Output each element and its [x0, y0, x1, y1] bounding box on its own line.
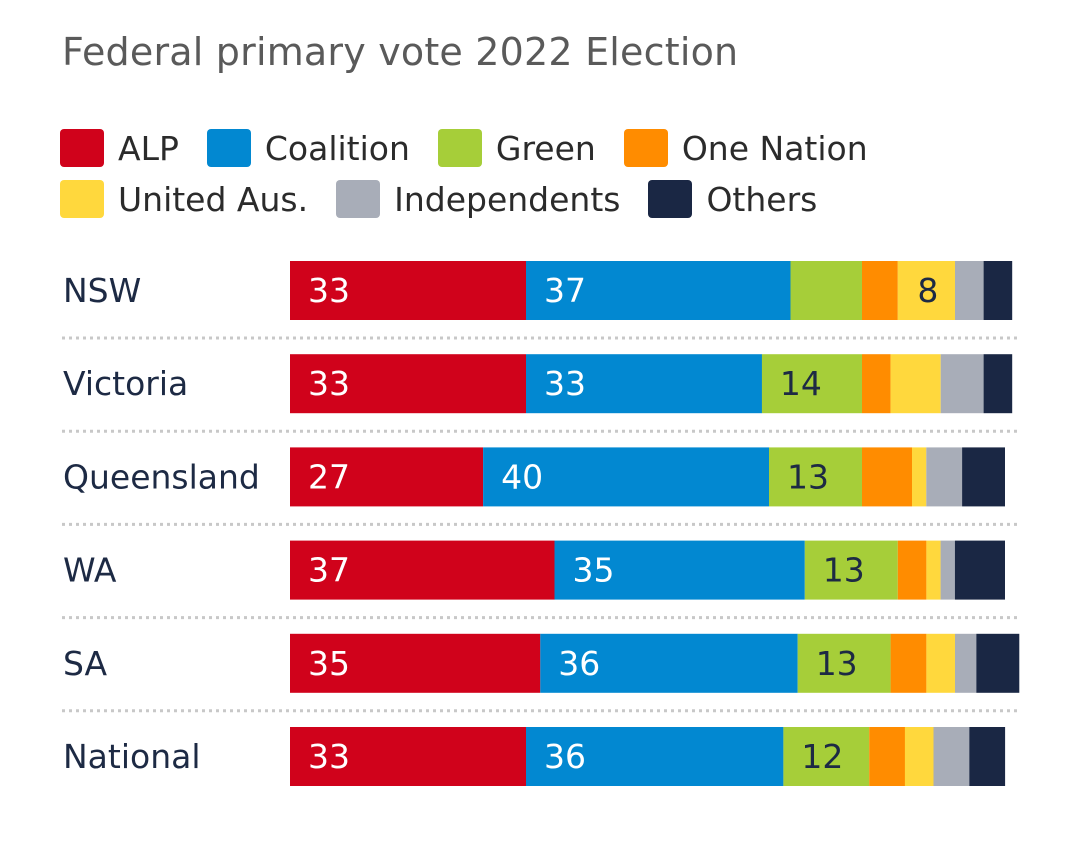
legend-item-independents: Independents: [336, 180, 620, 219]
bar-segment-sa-alp: [290, 633, 541, 693]
bar-segment-national-independents: [933, 727, 970, 786]
row-label-victoria: Victoria: [63, 364, 188, 403]
row-label-national: National: [63, 737, 201, 776]
bar-segment-nsw-independents: [955, 261, 984, 320]
bar-segment-victoria-one-nation: [862, 354, 891, 414]
legend-label-united-aus: United Aus.: [118, 179, 309, 219]
legend-item-others: Others: [648, 180, 817, 219]
legend-row-2: United Aus. Independents Others: [60, 179, 1060, 219]
value-label-national-green: 12: [801, 737, 843, 776]
legend-swatch-alp: [60, 129, 104, 167]
bar-segment-nsw-green: [790, 261, 862, 320]
legend-row-1: ALP Coalition Green One Nation: [60, 128, 1060, 168]
bar-segment-nsw-one-nation: [862, 261, 898, 320]
bar-segment-wa-one-nation: [897, 540, 927, 600]
value-label-wa-coalition: 35: [573, 551, 615, 590]
value-label-national-coalition: 36: [544, 737, 586, 776]
value-label-nsw-coalition: 37: [544, 271, 586, 310]
bar-segment-nsw-coalition: [526, 261, 791, 320]
bar-segment-nsw-united-aus: [897, 261, 955, 320]
row-label-queensland: Queensland: [63, 457, 260, 496]
bar-segment-queensland-united-aus: [912, 447, 927, 507]
legend-label-alp: ALP: [118, 128, 179, 168]
value-label-national-alp: 33: [308, 737, 350, 776]
legend-swatch-independents: [336, 180, 381, 218]
legend-item-alp: ALP: [60, 129, 179, 168]
legend-swatch-coalition: [206, 129, 251, 167]
bar-segment-national-united-aus: [904, 727, 934, 786]
bar-segment-wa-green: [804, 540, 898, 600]
bar-segment-queensland-alp: [290, 447, 484, 507]
bar-segment-victoria-coalition: [526, 354, 762, 414]
legend-label-one-nation: One Nation: [681, 128, 868, 168]
legend-swatch-one-nation: [623, 129, 668, 167]
row-label-nsw: NSW: [63, 271, 141, 310]
bar-segment-queensland-one-nation: [862, 447, 913, 507]
row-label-wa: WA: [63, 551, 117, 590]
value-label-victoria-alp: 33: [308, 364, 350, 403]
bar-segment-sa-united-aus: [926, 633, 955, 693]
bar-segment-queensland-independents: [926, 447, 963, 507]
value-label-wa-alp: 37: [308, 551, 350, 590]
bar-segment-nsw-alp: [290, 261, 526, 320]
value-label-sa-green: 13: [816, 644, 858, 683]
bar-segment-victoria-independents: [940, 354, 984, 414]
value-label-queensland-alp: 27: [308, 457, 350, 496]
bar-segment-queensland-green: [769, 447, 862, 507]
value-label-victoria-coalition: 33: [544, 364, 586, 403]
value-label-wa-green: 13: [823, 551, 865, 590]
value-label-sa-alp: 35: [308, 644, 350, 683]
chart-title: Federal primary vote 2022 Election: [62, 30, 739, 74]
bar-segment-sa-green: [797, 633, 891, 693]
legend-label-coalition: Coalition: [264, 128, 410, 168]
bar-segment-wa-united-aus: [926, 540, 941, 600]
legend-item-green: Green: [437, 128, 596, 168]
legend-label-green: Green: [495, 128, 596, 168]
bar-segment-victoria-united-aus: [890, 354, 941, 414]
value-label-nsw-united-aus: 8: [917, 271, 938, 310]
bar-segment-wa-independents: [940, 540, 955, 600]
value-label-victoria-green: 14: [780, 364, 822, 403]
bar-segment-national-alp: [290, 727, 526, 786]
bar-segment-wa-coalition: [554, 540, 805, 600]
bar-segment-national-coalition: [526, 727, 784, 786]
legend-label-others: Others: [706, 179, 818, 219]
bar-segment-nsw-others: [983, 261, 1013, 320]
bar-segment-national-one-nation: [869, 727, 905, 786]
bar-segment-victoria-others: [983, 354, 1013, 414]
value-label-queensland-green: 13: [787, 457, 829, 496]
bar-segment-sa-others: [976, 633, 1020, 693]
value-label-queensland-coalition: 40: [501, 457, 543, 496]
legend-swatch-united-aus: [60, 180, 104, 218]
bar-segment-wa-alp: [290, 540, 555, 600]
legend-swatch-green: [437, 129, 482, 167]
legend-label-independents: Independents: [394, 179, 621, 219]
legend-swatch-others: [648, 180, 693, 218]
legend-item-one-nation: One Nation: [623, 128, 868, 168]
bar-segment-wa-others: [954, 540, 1005, 600]
bar-segment-queensland-coalition: [483, 447, 770, 507]
bar-segment-sa-coalition: [540, 633, 798, 693]
bar-segment-queensland-others: [962, 447, 1005, 507]
bar-segment-national-green: [783, 727, 870, 786]
legend-item-united-aus: United Aus.: [60, 180, 308, 219]
row-label-sa: SA: [63, 644, 108, 683]
value-label-nsw-alp: 33: [308, 271, 350, 310]
value-label-sa-coalition: 36: [558, 644, 600, 683]
bar-segment-victoria-alp: [290, 354, 526, 414]
legend-item-coalition: Coalition: [206, 128, 410, 168]
bar-segment-sa-independents: [955, 633, 977, 693]
bar-segment-sa-one-nation: [890, 633, 927, 693]
legend: ALP Coalition Green One Nation United Au…: [60, 128, 1060, 230]
bar-segment-victoria-green: [761, 354, 862, 414]
bar-segment-national-others: [969, 727, 1006, 786]
